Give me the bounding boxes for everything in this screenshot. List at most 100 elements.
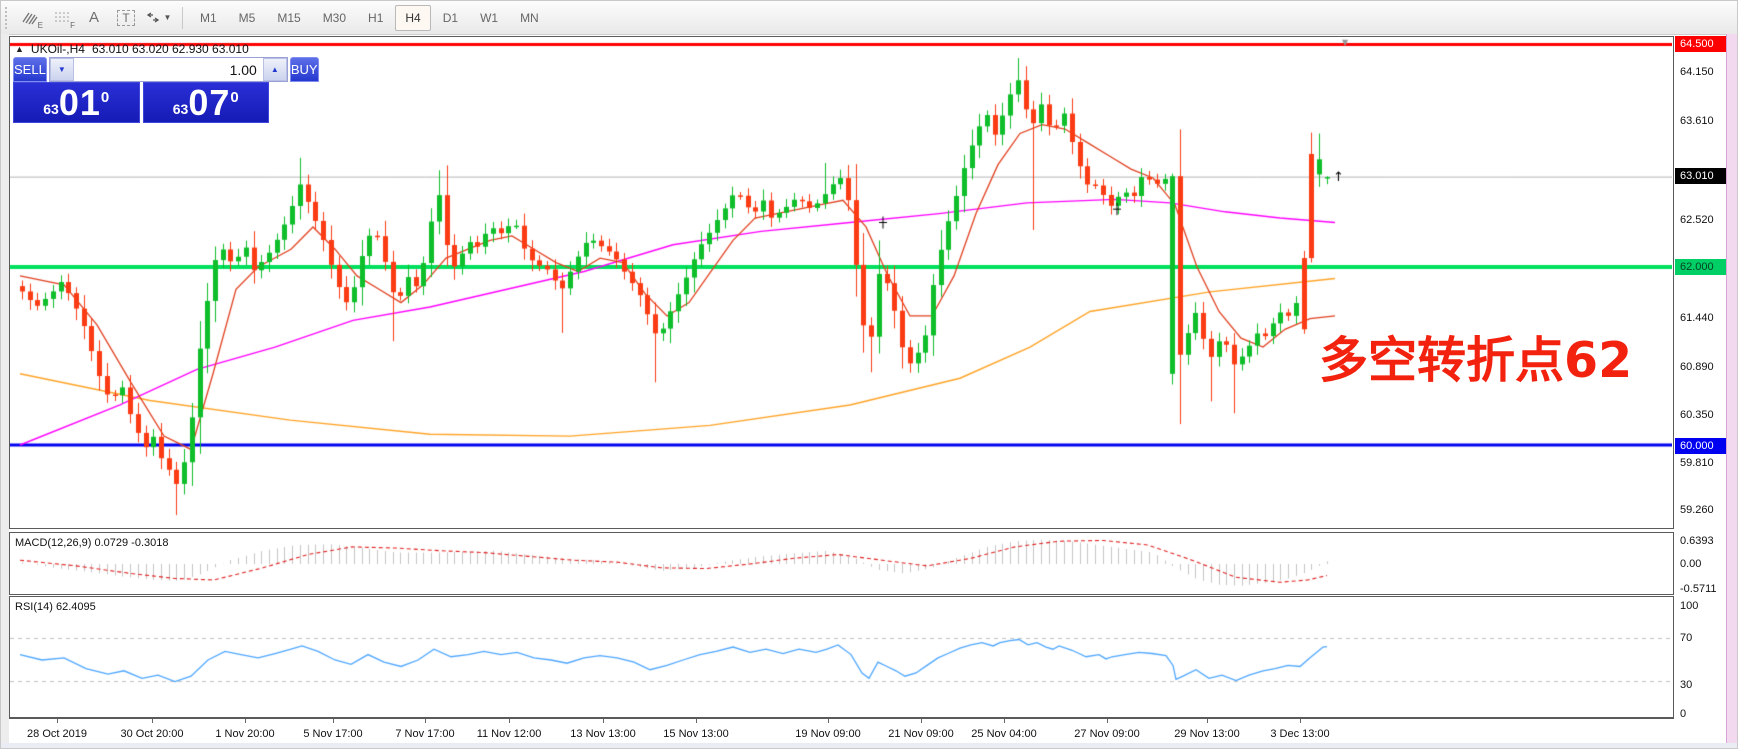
time-label: 13 Nov 13:00 [570,728,636,740]
axis-value-100: 100 [1680,600,1699,612]
buy-price-pips: 07 [188,82,231,123]
time-label: 19 Nov 09:00 [795,728,861,740]
time-label: 5 Nov 17:00 [303,728,363,740]
grid-f-sub: F [70,20,75,30]
time-tick [921,719,922,723]
time-tick [1107,719,1108,723]
time-tick [696,719,697,723]
axis-value-63.010: 63.010 [1675,168,1726,184]
buy-price-point: 0 [230,89,239,106]
time-label: 1 Nov 20:00 [215,728,275,740]
rsi-label: RSI(14) 62.4095 [15,601,96,613]
toolbar: E F A T ▼ M1 M5 M15 M30 H1 H4 D1 W1 MN [1,1,1737,35]
time-label: 15 Nov 13:00 [663,728,729,740]
pattern-e-icon[interactable]: E [15,4,45,32]
timeframe-group: M1 M5 M15 M30 H1 H4 D1 W1 MN [189,4,550,31]
time-tick [1300,719,1301,723]
sell-price-point: 0 [100,89,110,106]
timeframe-button-m5[interactable]: M5 [238,10,256,25]
timeframe-button-m15[interactable]: M15 [277,10,301,25]
time-label: 11 Nov 12:00 [476,728,542,740]
time-tick [509,719,510,723]
axis-value-60.350: 60.350 [1680,409,1714,421]
timeframe-button-mn[interactable]: MN [520,10,539,25]
timeframe-button-d1[interactable]: D1 [442,10,459,25]
volume-decrease-button[interactable]: ▼ [49,58,74,81]
time-label: 29 Nov 13:00 [1174,728,1240,740]
axis-value-60.890: 60.890 [1680,361,1714,373]
time-tick [1004,719,1005,723]
macd-label: MACD(12,26,9) 0.0729 -0.3018 [15,537,169,549]
window-bottom-edge [1,743,1737,748]
pattern-e-sub: E [37,20,43,30]
axis-value-0.00: 0.00 [1680,558,1702,570]
volume-input[interactable] [73,58,263,81]
axis-value-63.610: 63.610 [1680,115,1714,127]
label-t-glyph: T [117,9,135,26]
volume-stepper: ▼ ▲ [48,57,288,82]
price-axis[interactable]: 64.500 64.150 63.610 63.010 62.520 62.000 61.4… [1674,36,1729,745]
time-tick [57,719,58,723]
time-tick [152,719,153,723]
time-axis[interactable]: 28 Oct 2019 30 Oct 20:00 1 Nov 20:00 5 Nov … [9,718,1674,746]
time-label: 7 Nov 17:00 [395,728,455,740]
axis-value-62.000: 62.000 [1675,259,1726,275]
left-gutter [1,34,9,748]
time-label: 25 Nov 04:00 [971,728,1037,740]
chart-header: ▲ UKOil-,H4 63.010 63.020 62.930 63.010 [15,42,249,56]
volume-increase-button[interactable]: ▲ [262,58,287,81]
timeframe-button-m30[interactable]: M30 [322,10,347,25]
chart-annotation-text: 多空转折点62 [1319,332,1633,389]
time-tick [333,719,334,723]
time-tick [603,719,604,723]
axis-value-0: 0 [1680,708,1687,720]
axis-value-59.810: 59.810 [1680,457,1714,469]
axis-value-61.440: 61.440 [1680,312,1714,324]
axis-value-59.260: 59.260 [1680,504,1714,516]
chevron-down-icon: ▼ [163,13,172,22]
axis-value-64.500: 64.500 [1675,36,1726,52]
time-tick [425,719,426,723]
axis-value-60.000: 60.000 [1675,438,1726,454]
time-label: 28 Oct 2019 [27,728,87,740]
text-a-icon[interactable]: A [88,9,99,26]
buy-button[interactable]: BUY [289,57,319,82]
arrows-tool-icon[interactable]: ▼ [143,4,173,32]
toolbar-separator [182,6,183,29]
axis-value-30: 30 [1680,679,1693,691]
axis-value-62.520: 62.520 [1680,214,1714,226]
price-chart-canvas[interactable] [10,37,1672,528]
macd-canvas[interactable] [10,533,1672,594]
timeframe-button-m1[interactable]: M1 [200,10,217,25]
sell-price-pips: 01 [58,82,101,123]
label-t-icon[interactable]: T [111,4,141,32]
time-tick [828,719,829,723]
buy-price-whole: 63 [172,101,189,117]
symbol-title: UKOil-,H4 [30,42,85,56]
axis-value-64.150: 64.150 [1680,66,1714,78]
axis-value-0.6393: 0.6393 [1680,535,1714,547]
sell-price-display[interactable]: 63 01 0 [13,82,140,123]
ohlc-values: 63.010 63.020 62.930 63.010 [91,42,249,56]
sell-button[interactable]: SELL [13,57,47,82]
window-edge-scrollbar[interactable] [1726,34,1737,748]
axis-value-70: 70 [1680,632,1693,644]
time-tick [245,719,246,723]
time-label: 21 Nov 09:00 [888,728,954,740]
timeframe-button-w1[interactable]: W1 [480,10,499,25]
time-tick [1207,719,1208,723]
time-label: 3 Dec 13:00 [1270,728,1330,740]
toolbar-grip[interactable] [5,6,14,29]
time-label: 27 Nov 09:00 [1074,728,1140,740]
buy-price-display[interactable]: 63 07 0 [142,82,269,123]
one-click-trading-toggle[interactable]: ▲ [15,44,24,54]
trade-panel: SELL ▼ ▲ BUY 63 01 0 63 07 0 [13,57,319,123]
axis-value--0.5711: -0.5711 [1680,583,1717,595]
timeframe-button-h1[interactable]: H1 [368,10,384,25]
time-label: 30 Oct 20:00 [120,728,184,740]
grid-f-icon[interactable]: F [47,4,77,32]
timeframe-button-h4[interactable]: H4 [395,4,431,31]
sell-price-whole: 63 [43,101,59,117]
rsi-canvas[interactable] [10,597,1672,717]
